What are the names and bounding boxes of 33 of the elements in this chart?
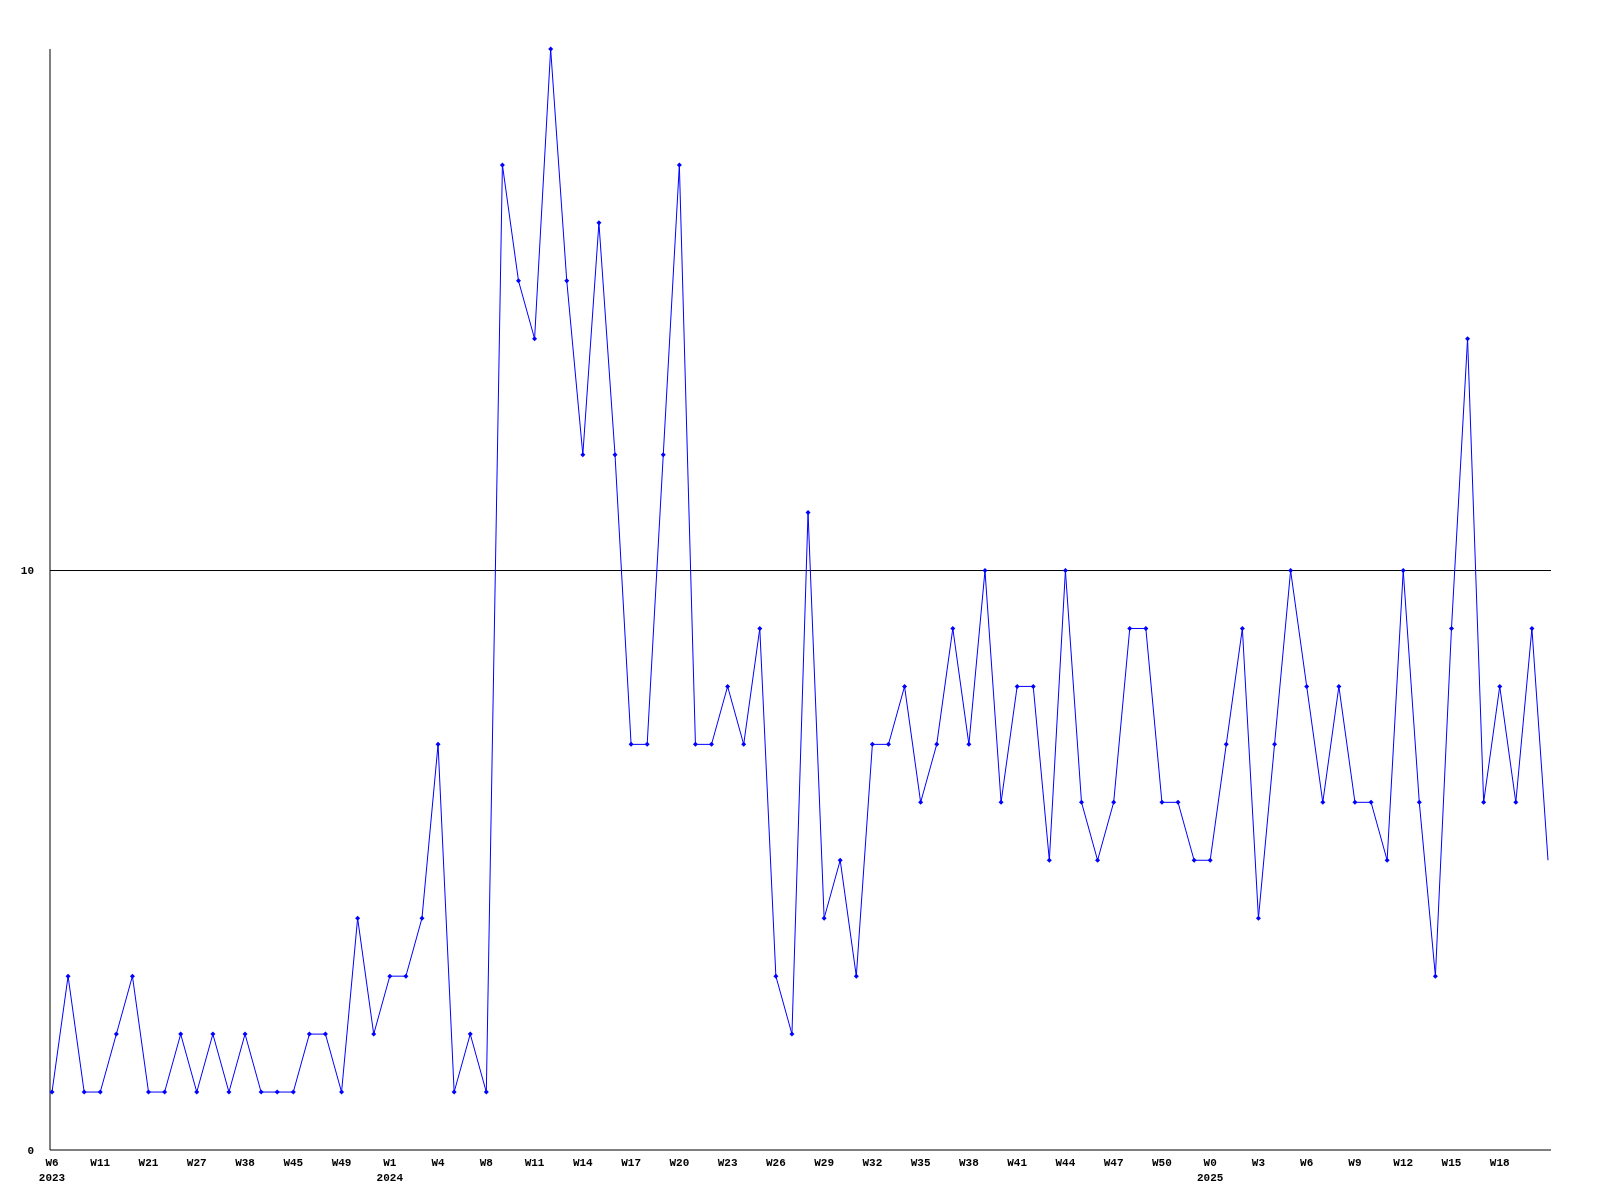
x-tick-label: W15 (1441, 1157, 1462, 1169)
x-tick-label: W29 (814, 1157, 835, 1169)
x-tick-label: W23 (717, 1157, 738, 1169)
x-tick-label: W38 (959, 1157, 980, 1169)
x-tick-label: W35 (910, 1157, 931, 1169)
x-tick-label: W20 (669, 1157, 690, 1169)
x-tick-label: W6 2023 (38, 1157, 66, 1184)
x-tick-label: W32 (862, 1157, 883, 1169)
x-tick-label: W11 (524, 1157, 545, 1169)
x-tick-label: W12 (1393, 1157, 1414, 1169)
x-tick-label: W50 (1152, 1157, 1172, 1169)
x-tick-label: W1 2024 (376, 1157, 404, 1184)
x-tick-label: W41 (1007, 1157, 1028, 1169)
x-tick-label: W14 (572, 1157, 594, 1169)
x-tick-label: W17 (621, 1157, 641, 1169)
x-tick-label: W11 (90, 1157, 111, 1169)
x-tick-label: W38 (235, 1157, 256, 1169)
y-tick-label: 10 (20, 565, 34, 578)
x-tick-label: W0 2025 (1196, 1157, 1224, 1184)
x-tick-label: W3 (1251, 1157, 1266, 1169)
x-tick-label: W27 (186, 1157, 207, 1169)
x-tick-label: W18 (1489, 1157, 1511, 1169)
x-tick-label: W9 (1348, 1157, 1362, 1169)
x-tick-label: W45 (283, 1157, 304, 1169)
x-tick-label: W47 (1103, 1157, 1124, 1169)
x-tick-label: W21 (138, 1157, 159, 1169)
y-tick-label: 0 (27, 1144, 34, 1157)
x-tick-label: W4 (431, 1157, 446, 1169)
x-tick-label: W6 (1300, 1157, 1314, 1169)
x-tick-label: W8 (479, 1157, 494, 1169)
x-tick-label: W49 (331, 1157, 352, 1169)
x-tick-label: W26 (765, 1157, 786, 1169)
x-tick-label: W44 (1055, 1157, 1076, 1169)
